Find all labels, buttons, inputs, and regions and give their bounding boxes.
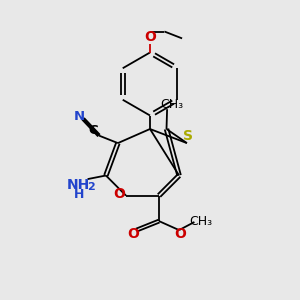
Text: 2: 2 (87, 182, 94, 193)
Text: CH₃: CH₃ (160, 98, 184, 111)
Text: NH: NH (67, 178, 90, 192)
Text: O: O (144, 30, 156, 44)
Text: N: N (73, 110, 85, 124)
Text: O: O (127, 227, 139, 241)
Text: O: O (113, 188, 125, 201)
Text: S: S (182, 130, 193, 143)
Text: C: C (89, 124, 98, 137)
Text: O: O (174, 227, 186, 241)
Text: H: H (74, 188, 85, 201)
Text: CH₃: CH₃ (189, 215, 213, 228)
